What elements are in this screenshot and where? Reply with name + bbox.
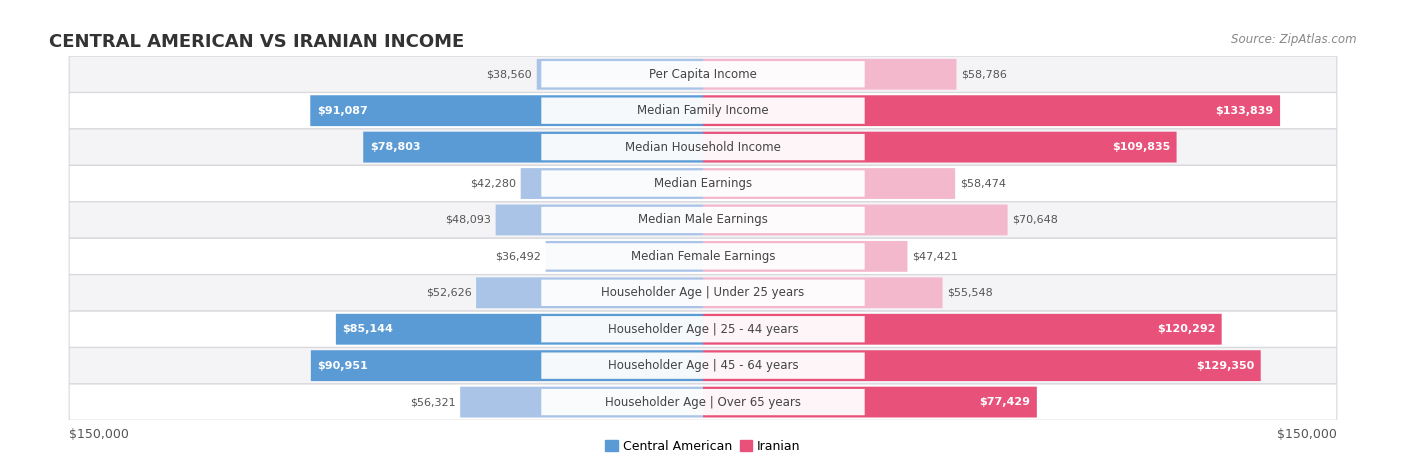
Text: $38,560: $38,560 [486,69,533,79]
FancyBboxPatch shape [69,384,1337,420]
FancyBboxPatch shape [69,165,1337,202]
Legend: Central American, Iranian: Central American, Iranian [600,435,806,458]
FancyBboxPatch shape [703,387,1036,417]
FancyBboxPatch shape [703,277,942,308]
FancyBboxPatch shape [703,132,1177,163]
Text: Per Capita Income: Per Capita Income [650,68,756,81]
Text: Source: ZipAtlas.com: Source: ZipAtlas.com [1232,33,1357,46]
FancyBboxPatch shape [69,56,1337,92]
Text: $150,000: $150,000 [69,428,129,441]
Text: Householder Age | Under 25 years: Householder Age | Under 25 years [602,286,804,299]
Text: Householder Age | 25 - 44 years: Householder Age | 25 - 44 years [607,323,799,336]
Text: Median Family Income: Median Family Income [637,104,769,117]
Text: $48,093: $48,093 [446,215,491,225]
FancyBboxPatch shape [477,277,703,308]
Text: $52,626: $52,626 [426,288,471,298]
Text: CENTRAL AMERICAN VS IRANIAN INCOME: CENTRAL AMERICAN VS IRANIAN INCOME [49,33,464,51]
FancyBboxPatch shape [336,314,703,345]
FancyBboxPatch shape [546,241,703,272]
FancyBboxPatch shape [703,314,1222,345]
Text: Median Female Earnings: Median Female Earnings [631,250,775,263]
Text: $90,951: $90,951 [318,361,368,371]
Text: $58,474: $58,474 [960,178,1005,189]
Text: $56,321: $56,321 [411,397,456,407]
Text: $42,280: $42,280 [470,178,516,189]
Text: $55,548: $55,548 [948,288,993,298]
FancyBboxPatch shape [69,129,1337,165]
FancyBboxPatch shape [541,134,865,160]
FancyBboxPatch shape [541,243,865,269]
FancyBboxPatch shape [703,168,955,199]
FancyBboxPatch shape [703,241,907,272]
FancyBboxPatch shape [69,202,1337,238]
FancyBboxPatch shape [69,238,1337,275]
Text: $47,421: $47,421 [912,251,957,262]
Text: $133,839: $133,839 [1215,106,1274,116]
Text: $120,292: $120,292 [1157,324,1215,334]
Text: $150,000: $150,000 [1277,428,1337,441]
FancyBboxPatch shape [541,280,865,306]
FancyBboxPatch shape [703,205,1008,235]
Text: Median Household Income: Median Household Income [626,141,780,154]
FancyBboxPatch shape [703,59,956,90]
Text: Median Male Earnings: Median Male Earnings [638,213,768,226]
FancyBboxPatch shape [69,92,1337,129]
FancyBboxPatch shape [541,389,865,415]
FancyBboxPatch shape [541,316,865,342]
Text: $77,429: $77,429 [980,397,1031,407]
FancyBboxPatch shape [537,59,703,90]
FancyBboxPatch shape [69,347,1337,384]
Text: Householder Age | 45 - 64 years: Householder Age | 45 - 64 years [607,359,799,372]
FancyBboxPatch shape [703,95,1279,126]
Text: $129,350: $129,350 [1197,361,1254,371]
FancyBboxPatch shape [541,353,865,379]
Text: $109,835: $109,835 [1112,142,1170,152]
FancyBboxPatch shape [520,168,703,199]
Text: $70,648: $70,648 [1012,215,1059,225]
FancyBboxPatch shape [460,387,703,417]
Text: $85,144: $85,144 [342,324,394,334]
Text: Median Earnings: Median Earnings [654,177,752,190]
FancyBboxPatch shape [311,95,703,126]
FancyBboxPatch shape [541,207,865,233]
FancyBboxPatch shape [541,61,865,87]
FancyBboxPatch shape [541,98,865,124]
FancyBboxPatch shape [69,275,1337,311]
FancyBboxPatch shape [496,205,703,235]
Text: $36,492: $36,492 [495,251,541,262]
FancyBboxPatch shape [69,311,1337,347]
FancyBboxPatch shape [703,350,1261,381]
Text: $78,803: $78,803 [370,142,420,152]
FancyBboxPatch shape [311,350,703,381]
FancyBboxPatch shape [363,132,703,163]
FancyBboxPatch shape [541,170,865,197]
Text: $91,087: $91,087 [316,106,367,116]
Text: Householder Age | Over 65 years: Householder Age | Over 65 years [605,396,801,409]
Text: $58,786: $58,786 [960,69,1007,79]
